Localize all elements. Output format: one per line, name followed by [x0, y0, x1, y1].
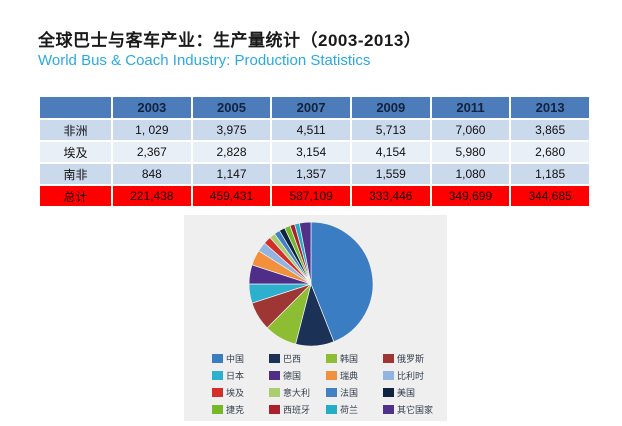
page-title-zh: 全球巴士与客车产业：生产量统计（2003-2013）	[38, 31, 422, 50]
pie-chart-panel: 中国 巴西 韩国 俄罗斯日本 德国 瑞典 比利时埃及 意大利 法国 美国捷克 西班牙 荷兰 其它国家	[184, 215, 447, 421]
legend-swatch	[212, 371, 223, 380]
table-cell-value: 4,154	[351, 142, 430, 162]
legend-item: 德国	[269, 369, 326, 382]
column-header-blank	[40, 97, 111, 118]
page-title-en: World Bus & Coach Industry: Production S…	[38, 52, 371, 69]
legend-item: 意大利	[269, 386, 326, 399]
table-cell-value: 3,154	[272, 142, 350, 162]
legend-swatch	[212, 354, 223, 363]
legend-label: 西班牙	[283, 405, 311, 415]
legend-swatch	[269, 405, 280, 414]
table-cell-value: 2,680	[511, 142, 589, 162]
table-row-total: 总计 221,438 459,431 587,109 333,446 349,699 344…	[40, 186, 589, 206]
column-header-year: 2011	[431, 97, 510, 118]
table-cell-value: 1, 029	[113, 120, 191, 140]
table-cell-value: 349,699	[431, 186, 510, 206]
column-header-year: 2007	[272, 97, 350, 118]
row-label: 总计	[40, 186, 111, 206]
legend-item: 俄罗斯	[383, 352, 449, 365]
legend-label: 意大利	[283, 388, 311, 398]
legend-item: 法国	[326, 386, 383, 399]
row-label: 埃及	[40, 142, 111, 162]
legend-swatch	[212, 388, 223, 397]
legend-label: 埃及	[226, 388, 245, 398]
legend-label: 法国	[340, 388, 359, 398]
legend-label: 日本	[226, 371, 245, 381]
row-label: 非洲	[40, 120, 111, 140]
table-cell-value: 587,109	[272, 186, 350, 206]
table-cell-value: 1,559	[351, 164, 430, 184]
pie-slice	[298, 221, 312, 285]
legend-swatch	[326, 371, 337, 380]
production-table-body: 非洲 1, 029 3,975 4,511 5,713 7,060 3,865 埃及 2,367…	[40, 120, 589, 206]
legend-swatch	[326, 405, 337, 414]
legend-item: 捷克	[212, 403, 269, 416]
table-cell-value: 459,431	[192, 186, 271, 206]
legend-item: 其它国家	[383, 403, 449, 416]
legend-label: 比利时	[397, 371, 425, 381]
production-table-head: 2003 2005 2007 2009 2011 2013	[40, 97, 589, 118]
legend-item: 日本	[212, 369, 269, 382]
column-header-year: 2003	[113, 97, 191, 118]
legend-item: 比利时	[383, 369, 449, 382]
table-cell-value: 333,446	[351, 186, 430, 206]
legend-swatch	[383, 354, 394, 363]
legend-label: 韩国	[340, 354, 359, 364]
table-cell-value: 1,357	[272, 164, 350, 184]
pie-slice	[310, 221, 374, 343]
legend-item: 中国	[212, 352, 269, 365]
table-cell-value: 5,980	[431, 142, 510, 162]
table-cell-value: 1,185	[511, 164, 589, 184]
column-header-year: 2009	[351, 97, 430, 118]
table-cell-value: 5,713	[351, 120, 430, 140]
table-header-row: 2003 2005 2007 2009 2011 2013	[40, 97, 589, 118]
table-row: 埃及 2,367 2,828 3,154 4,154 5,980 2,680	[40, 142, 589, 162]
legend-item: 巴西	[269, 352, 326, 365]
legend-swatch	[326, 354, 337, 363]
legend-swatch	[212, 405, 223, 414]
legend-item: 埃及	[212, 386, 269, 399]
table-cell-value: 848	[113, 164, 191, 184]
table-cell-value: 2,828	[192, 142, 271, 162]
table-cell-value: 3,865	[511, 120, 589, 140]
legend-swatch	[383, 371, 394, 380]
column-header-year: 2005	[192, 97, 271, 118]
legend-label: 中国	[226, 354, 245, 364]
legend-item: 西班牙	[269, 403, 326, 416]
table-cell-value: 344,685	[511, 186, 589, 206]
legend-swatch	[269, 371, 280, 380]
legend-label: 荷兰	[340, 405, 359, 415]
pie-legend: 中国 巴西 韩国 俄罗斯日本 德国 瑞典 比利时埃及 意大利 法国 美国捷克 西班牙 荷兰 其它国家	[212, 352, 449, 416]
table-cell-value: 2,367	[113, 142, 191, 162]
table-cell-value: 1,147	[192, 164, 271, 184]
legend-swatch	[383, 405, 394, 414]
table-cell-value: 4,511	[272, 120, 350, 140]
table-cell-value: 1,080	[431, 164, 510, 184]
legend-label: 德国	[283, 371, 302, 381]
legend-item: 美国	[383, 386, 449, 399]
legend-swatch	[269, 388, 280, 397]
legend-item: 瑞典	[326, 369, 383, 382]
pie-chart	[248, 221, 374, 347]
table-cell-value: 221,438	[113, 186, 191, 206]
legend-swatch	[269, 354, 280, 363]
legend-label: 巴西	[283, 354, 302, 364]
table-row: 南非 848 1,147 1,357 1,559 1,080 1,185	[40, 164, 589, 184]
production-table: 2003 2005 2007 2009 2011 2013 非洲 1, 029 3,975 4,…	[38, 95, 591, 208]
legend-item: 韩国	[326, 352, 383, 365]
legend-swatch	[326, 388, 337, 397]
table-cell-value: 7,060	[431, 120, 510, 140]
legend-swatch	[383, 388, 394, 397]
row-label: 南非	[40, 164, 111, 184]
column-header-year: 2013	[511, 97, 589, 118]
legend-label: 其它国家	[397, 405, 434, 415]
legend-label: 瑞典	[340, 371, 359, 381]
legend-label: 美国	[397, 388, 416, 398]
table-cell-value: 3,975	[192, 120, 271, 140]
legend-item: 荷兰	[326, 403, 383, 416]
legend-label: 捷克	[226, 405, 245, 415]
table-row: 非洲 1, 029 3,975 4,511 5,713 7,060 3,865	[40, 120, 589, 140]
legend-label: 俄罗斯	[397, 354, 425, 364]
